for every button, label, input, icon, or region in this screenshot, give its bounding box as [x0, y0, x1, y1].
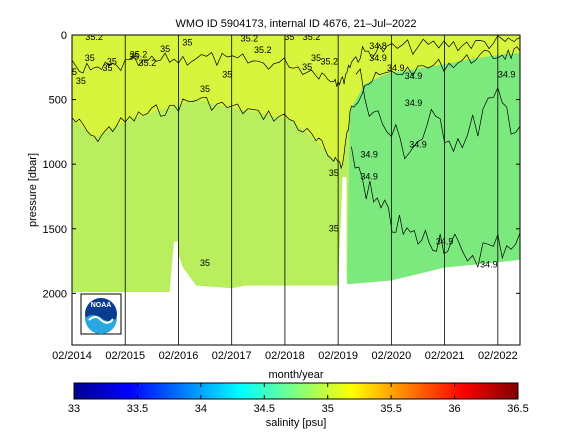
contour-35-2 [72, 35, 520, 87]
colorbar-ticks: 33 33.5 34 34.5 35 35.5 36 36.5 [68, 383, 529, 415]
contour-label-6: 35.2 [130, 50, 148, 60]
colorbar-tick-label-2: 34 [195, 403, 207, 415]
x-tick-label-2: 02/2016 [159, 350, 199, 362]
colorbar-tick-label-5: 35.5 [380, 403, 401, 415]
x-tick-label-7: 02/2021 [425, 350, 465, 362]
contour-label-24: 34.9 [498, 70, 516, 80]
colorbar-tick-label-6: 36 [448, 403, 460, 415]
contour-label-3: 35 [102, 63, 112, 73]
y-tick-label-0: 0 [61, 30, 67, 42]
contour-label-33: 35 [200, 258, 210, 268]
contour-label-0: 35.2 [85, 32, 103, 42]
chart-title: WMO ID 5904173, internal ID 4676, 21–Jul… [176, 18, 417, 30]
contour-label-31: 34.9 [436, 236, 454, 246]
contour-label-18: 35 [311, 53, 321, 63]
contour-label-32: 34.9 [480, 260, 498, 270]
contour-label-19: 35.2 [321, 57, 339, 67]
contour-label-2: 35 [107, 57, 117, 67]
salinity-fill [72, 35, 520, 293]
contour-label-30: 35 [329, 223, 339, 233]
contour-label-5: 35 [76, 76, 86, 86]
x-axis-label: month/year [268, 369, 323, 381]
contour-34-8 [355, 68, 520, 160]
contour-label-28: 34.9 [360, 172, 378, 182]
contour-label-1: 35 [85, 53, 95, 63]
x-tick-label-1: 02/2015 [105, 350, 145, 362]
contour-label-16: 35.2 [303, 32, 321, 42]
contour-label-23: 34.9 [405, 71, 423, 81]
contour-label-11: 35.2 [241, 33, 259, 43]
contour-label-26: 34.9 [409, 139, 427, 149]
noaa-logo-text: NOAA [91, 302, 112, 309]
y-tick-label-3: 1500 [43, 224, 67, 236]
no-data-gap [174, 241, 179, 293]
y-axis: 0 500 1000 1500 2000 [43, 30, 520, 300]
contour-label-13: 35 [200, 84, 210, 94]
contour-label-8: 35.2 [139, 58, 157, 68]
y-axis-label: pressure [dbar] [27, 153, 39, 227]
contour-label-4: 35 [67, 67, 77, 77]
contour-label-7: 35 [129, 52, 139, 62]
colorbar-gradient [73, 382, 519, 400]
y-tick-label-2: 1000 [43, 159, 67, 171]
y-tick-label-1: 500 [49, 95, 67, 107]
contour-label-29: 35 [329, 168, 339, 178]
no-data-gap [342, 177, 347, 286]
colorbar-tick-label-3: 34.5 [254, 403, 275, 415]
contour-label-10: 35 [182, 37, 192, 47]
contour-label-14: 35.2 [254, 45, 272, 55]
x-tick-label-8: 02/2022 [478, 350, 518, 362]
plot-frame [71, 34, 521, 346]
contour-label-21: 34.9 [369, 53, 387, 63]
profile-date-lines [72, 35, 499, 345]
x-tick-label-5: 02/2019 [318, 350, 358, 362]
noaa-logo: NOAA [80, 293, 122, 335]
y-tick-label-4: 2000 [43, 288, 67, 300]
contour-label-25: 34.9 [405, 98, 423, 108]
contour-label-17: 35 [302, 62, 312, 72]
contour-label-9: 35 [160, 44, 170, 54]
contour-lines [72, 35, 520, 269]
contour-35 [72, 46, 520, 170]
x-tick-label-4: 02/2018 [265, 350, 305, 362]
colorbar: 33 33.5 34 34.5 35 35.5 36 36.5 salinity [psu] [68, 382, 529, 429]
colorbar-label: salinity [psu] [266, 417, 327, 429]
contour-label-12: 35 [222, 70, 232, 80]
x-tick-label-6: 02/2020 [371, 350, 411, 362]
colorbar-tick-label-1: 33.5 [127, 403, 148, 415]
x-tick-label-3: 02/2017 [212, 350, 252, 362]
contour-label-22: 34.9 [387, 63, 405, 73]
contour-label-27: 34.9 [360, 150, 378, 160]
contour-label-15: 35 [284, 32, 294, 42]
colorbar-tick-label-4: 35 [322, 403, 334, 415]
contour-34-9 [351, 146, 520, 269]
colorbar-tick-label-7: 36.5 [507, 403, 528, 415]
colorbar-tick-label-0: 33 [68, 403, 80, 415]
x-axis: 02/2014 02/2015 02/2016 02/2017 02/2018 02/20… [52, 350, 518, 362]
contour-label-20: 34.8 [369, 41, 387, 51]
x-tick-label-0: 02/2014 [52, 350, 92, 362]
